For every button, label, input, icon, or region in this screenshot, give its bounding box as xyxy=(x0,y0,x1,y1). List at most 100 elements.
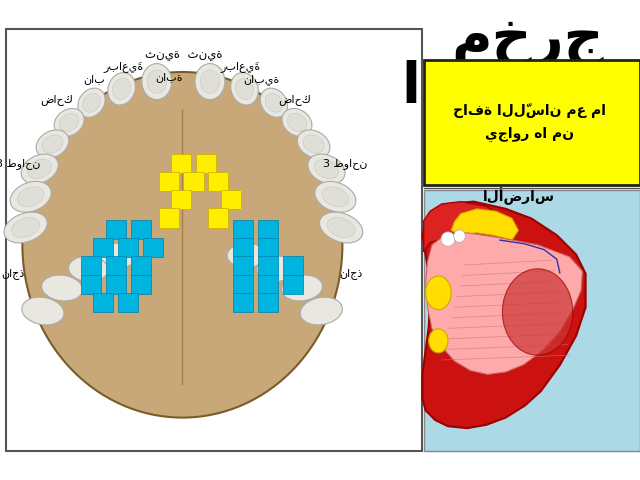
Bar xyxy=(258,256,278,276)
Ellipse shape xyxy=(68,256,108,282)
Bar xyxy=(143,238,163,257)
Text: الأضراس: الأضراس xyxy=(483,187,554,205)
Ellipse shape xyxy=(315,181,356,212)
Ellipse shape xyxy=(195,64,225,100)
Bar xyxy=(424,190,640,451)
Ellipse shape xyxy=(83,93,100,112)
Ellipse shape xyxy=(12,217,40,238)
Ellipse shape xyxy=(78,88,105,117)
Text: يجاور ها من: يجاور ها من xyxy=(485,127,575,142)
Text: ناجذ: ناجذ xyxy=(339,268,362,279)
Ellipse shape xyxy=(260,88,287,117)
Bar xyxy=(159,208,179,228)
Bar xyxy=(171,154,191,173)
Bar xyxy=(233,275,253,294)
Bar xyxy=(131,220,151,239)
Ellipse shape xyxy=(42,275,83,301)
Ellipse shape xyxy=(200,70,220,93)
Ellipse shape xyxy=(236,78,253,99)
Bar xyxy=(221,190,241,209)
PathPatch shape xyxy=(422,202,586,428)
Ellipse shape xyxy=(113,78,131,99)
Ellipse shape xyxy=(502,269,573,355)
Text: 3 طواحن: 3 طواحن xyxy=(0,158,40,168)
Ellipse shape xyxy=(4,212,47,243)
Text: ضاحك: ضاحك xyxy=(40,95,73,105)
Bar xyxy=(196,154,216,173)
Ellipse shape xyxy=(21,154,58,184)
Text: حافة اللّسان مع ما: حافة اللّسان مع ما xyxy=(453,103,607,118)
Text: رباعيَة: رباعيَة xyxy=(220,61,260,72)
Ellipse shape xyxy=(142,64,172,100)
Bar xyxy=(93,238,113,257)
Text: ناجذ: ناجذ xyxy=(1,268,24,279)
Ellipse shape xyxy=(28,159,52,179)
Ellipse shape xyxy=(230,72,259,105)
Bar xyxy=(233,256,253,276)
Ellipse shape xyxy=(298,130,330,158)
Bar xyxy=(159,172,179,191)
Ellipse shape xyxy=(441,232,455,246)
Text: نابة: نابة xyxy=(155,72,182,82)
Text: ثنية  ثنية: ثنية ثنية xyxy=(145,48,223,62)
Ellipse shape xyxy=(108,72,136,105)
Ellipse shape xyxy=(303,135,324,153)
Ellipse shape xyxy=(287,113,307,132)
Ellipse shape xyxy=(265,93,283,112)
Ellipse shape xyxy=(10,181,51,212)
Bar xyxy=(258,238,278,257)
Bar xyxy=(93,293,113,312)
Ellipse shape xyxy=(147,70,166,93)
Ellipse shape xyxy=(60,113,79,132)
Ellipse shape xyxy=(454,230,465,242)
Bar xyxy=(208,172,228,191)
Bar xyxy=(283,256,303,276)
Ellipse shape xyxy=(17,187,44,207)
PathPatch shape xyxy=(426,233,582,374)
Bar xyxy=(106,220,126,239)
Text: الضاد: الضاد xyxy=(401,60,591,117)
Ellipse shape xyxy=(314,159,339,179)
Bar xyxy=(183,172,204,191)
Bar xyxy=(81,256,101,276)
Ellipse shape xyxy=(227,243,266,268)
Bar xyxy=(118,238,138,257)
Bar xyxy=(106,275,126,294)
Bar xyxy=(171,190,191,209)
Ellipse shape xyxy=(22,72,342,418)
Text: 3 طواحن: 3 طواحن xyxy=(323,158,368,168)
Ellipse shape xyxy=(426,276,451,310)
Ellipse shape xyxy=(54,108,84,136)
Ellipse shape xyxy=(300,297,342,325)
Ellipse shape xyxy=(22,297,64,325)
Ellipse shape xyxy=(429,329,448,353)
Bar xyxy=(131,256,151,276)
Ellipse shape xyxy=(308,154,345,184)
Bar xyxy=(258,293,278,312)
Bar xyxy=(258,275,278,294)
Ellipse shape xyxy=(322,187,349,207)
Bar xyxy=(131,275,151,294)
Bar xyxy=(6,29,422,451)
Bar xyxy=(81,275,101,294)
Ellipse shape xyxy=(99,243,138,268)
Bar xyxy=(233,293,253,312)
Bar xyxy=(283,275,303,294)
Ellipse shape xyxy=(257,256,296,282)
Text: ضاحك: ضاحك xyxy=(278,95,311,105)
PathPatch shape xyxy=(451,209,518,240)
Text: مخرج: مخرج xyxy=(452,14,604,68)
Ellipse shape xyxy=(36,130,68,158)
Ellipse shape xyxy=(42,135,63,153)
Ellipse shape xyxy=(282,108,312,136)
Bar xyxy=(233,238,253,257)
Bar xyxy=(233,220,253,239)
Bar xyxy=(424,60,640,185)
Ellipse shape xyxy=(319,212,363,243)
Ellipse shape xyxy=(327,217,355,238)
PathPatch shape xyxy=(424,202,512,252)
Text: ناب: ناب xyxy=(83,74,105,84)
Bar xyxy=(258,220,278,239)
Text: رباعيَة: رباعيَة xyxy=(104,61,143,72)
Bar xyxy=(208,208,228,228)
